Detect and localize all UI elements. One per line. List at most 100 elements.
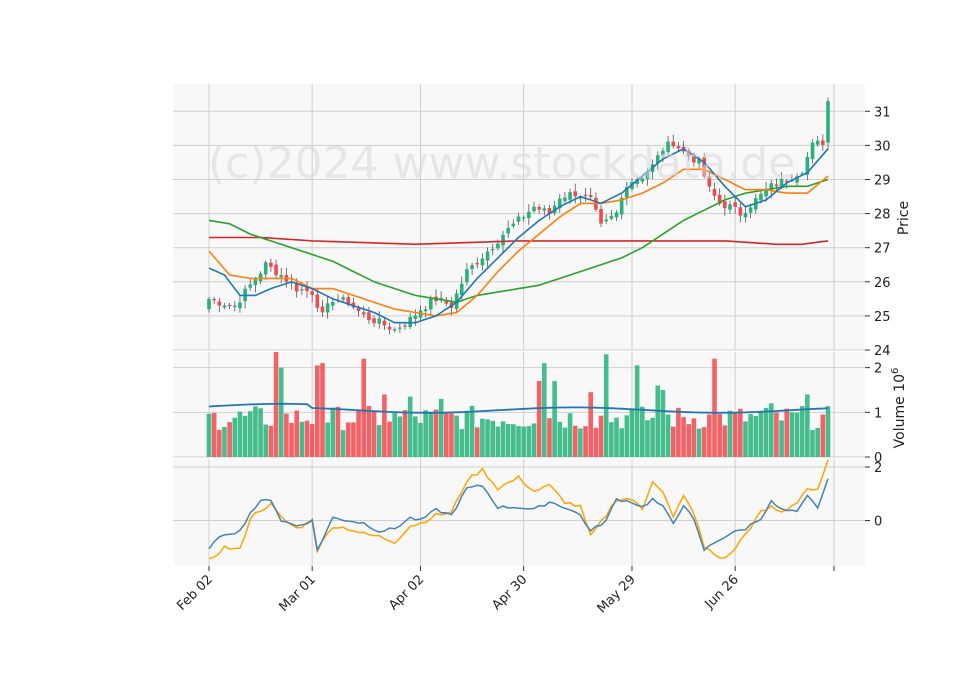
- moving-average-long-line: [208, 178, 829, 304]
- volume-bar: [526, 426, 532, 457]
- candle-body: [418, 310, 423, 318]
- volume-bar: [428, 411, 434, 457]
- candle-body: [429, 298, 433, 310]
- candle-body: [748, 207, 753, 213]
- candle-body: [356, 308, 361, 311]
- candle-body: [645, 171, 650, 179]
- volume-bar: [516, 426, 521, 457]
- candle-body: [810, 142, 815, 159]
- price-ytick-label: 31: [874, 105, 891, 120]
- volume-bar: [629, 409, 635, 457]
- volume-bar: [340, 430, 346, 457]
- candle-body: [516, 216, 521, 222]
- volume-bar: [413, 416, 418, 457]
- volume-bar: [763, 407, 769, 457]
- candle-body: [625, 186, 629, 198]
- volume-bar: [732, 412, 738, 457]
- volume-bar: [335, 406, 341, 457]
- volume-bar: [505, 424, 511, 457]
- candle-body: [661, 150, 665, 156]
- volume-bar: [727, 410, 733, 457]
- candle-body: [707, 176, 712, 187]
- volume-bar: [624, 415, 630, 457]
- volume-bar: [392, 412, 397, 457]
- candle-body: [269, 262, 273, 267]
- candle-body: [465, 269, 469, 283]
- candle-body: [248, 284, 253, 288]
- volume-bar: [686, 424, 692, 457]
- volume-bar: [459, 429, 465, 457]
- candle-body: [532, 206, 536, 212]
- volume-bar: [552, 381, 557, 457]
- candle-body: [331, 302, 335, 306]
- candle-body: [568, 192, 572, 200]
- candle-body: [573, 191, 578, 197]
- volume-bar: [449, 413, 454, 457]
- candle-body: [232, 305, 237, 308]
- volume-bar: [206, 413, 212, 457]
- candle-body: [217, 301, 222, 306]
- candle-body: [490, 248, 495, 251]
- candle-body: [310, 291, 314, 295]
- candle-body: [784, 180, 789, 183]
- volume-bar: [402, 410, 408, 457]
- volume-bar: [485, 419, 490, 457]
- x-tick-label: Apr 30: [489, 572, 530, 613]
- candle-body: [300, 289, 304, 291]
- candle-body: [279, 274, 284, 278]
- volume-bar: [738, 408, 743, 457]
- candle-body: [774, 184, 779, 187]
- candle-body: [372, 318, 376, 324]
- volume-bar: [454, 415, 459, 457]
- volume-bar: [407, 396, 413, 457]
- x-tick-label: Mar 01: [276, 572, 319, 615]
- volume-bar: [469, 405, 475, 457]
- oscillator-line-a: [208, 478, 829, 553]
- volume-bar: [366, 405, 372, 457]
- volume-bar: [356, 409, 361, 457]
- volume-bar: [242, 415, 248, 457]
- volume-bar: [784, 408, 790, 457]
- volume-bar: [614, 417, 619, 457]
- volume-bar: [619, 428, 624, 457]
- volume-bar: [278, 367, 284, 457]
- price-ytick-label: 27: [874, 242, 891, 257]
- volume-bar: [480, 418, 485, 457]
- volume-bar: [598, 415, 604, 457]
- volume-bar: [789, 412, 795, 457]
- candle-body: [294, 283, 299, 292]
- volume-bar: [712, 358, 717, 457]
- volume-bar: [660, 389, 666, 457]
- candle-body: [666, 141, 670, 153]
- volume-bar: [707, 414, 712, 457]
- volume-bar: [211, 412, 217, 457]
- candle-body: [671, 141, 676, 147]
- candle-body: [382, 320, 387, 326]
- candle-body: [599, 208, 603, 224]
- candle-body: [635, 179, 639, 184]
- price-panel: 24 25 26 27 28 29 30 31: [173, 84, 891, 359]
- candle-body: [728, 204, 732, 210]
- candle-body: [423, 309, 428, 312]
- candle-body: [563, 197, 567, 202]
- volume-bar: [247, 411, 253, 457]
- candle-body: [305, 286, 309, 291]
- candle-body: [459, 283, 464, 296]
- volume-bar: [361, 358, 367, 457]
- volume-bar: [536, 381, 542, 457]
- candle-body: [480, 258, 485, 266]
- volume-bar: [325, 422, 330, 457]
- candle-body: [367, 312, 371, 321]
- candle-body: [496, 243, 500, 249]
- volume-bar: [387, 421, 392, 457]
- volume-bar: [382, 394, 387, 457]
- candle-body: [717, 194, 722, 204]
- x-tick-label: Apr 02: [386, 572, 427, 613]
- candle-body: [578, 197, 583, 199]
- volume-bar: [743, 421, 748, 457]
- candle-body: [222, 305, 227, 308]
- candle-body: [697, 158, 701, 164]
- volume-bar: [237, 411, 243, 457]
- candle-body: [738, 207, 743, 216]
- volume-bar: [433, 409, 439, 457]
